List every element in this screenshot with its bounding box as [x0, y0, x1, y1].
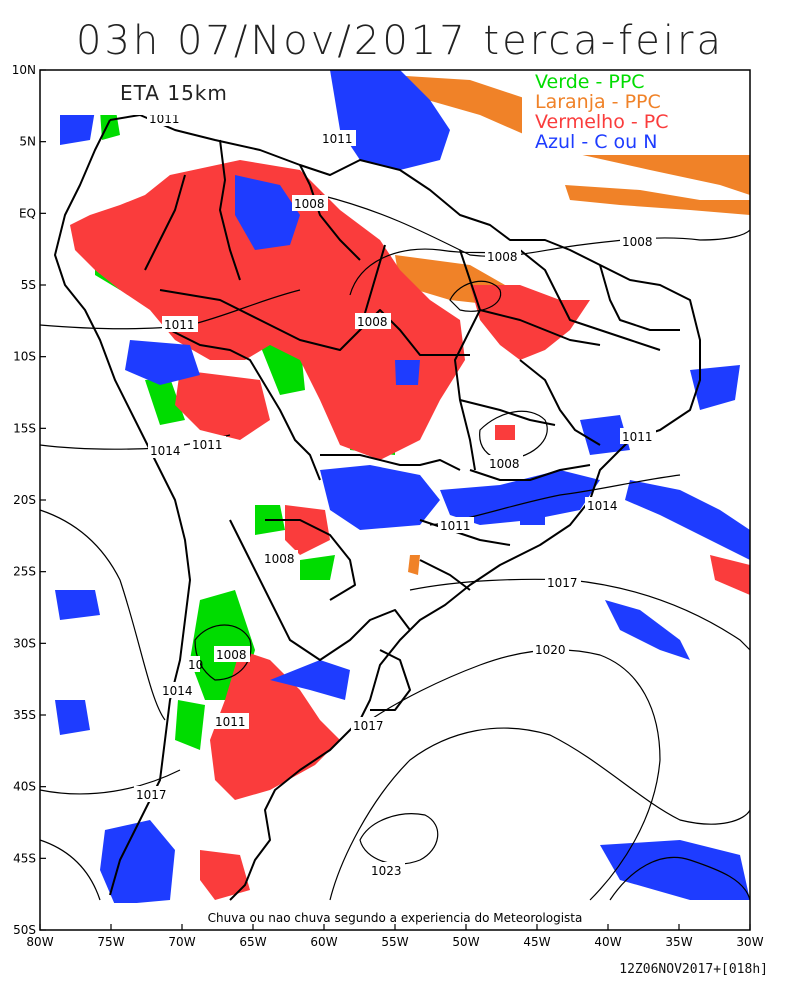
isobar-labels: 1011 1011 1008 1008 1008 1008 1011 1011 … [134, 110, 656, 878]
svg-text:1011: 1011 [440, 519, 471, 533]
svg-text:1014: 1014 [587, 499, 618, 513]
svg-text:10: 10 [188, 658, 203, 672]
legend-item-blue: Azul - C ou N [535, 131, 657, 153]
latitude-label: 20S [13, 493, 36, 507]
svg-text:1017: 1017 [353, 719, 384, 733]
legend-item-orange: Laranja - PPC [535, 91, 661, 113]
latitude-label: 45S [13, 851, 36, 865]
svg-text:1011: 1011 [149, 112, 180, 126]
longitude-label: 75W [97, 935, 124, 949]
latitude-label: 35S [13, 708, 36, 722]
model-label: ETA 15km [120, 81, 228, 105]
red-pc-regions [70, 160, 750, 900]
svg-text:1008: 1008 [357, 315, 388, 329]
legend: Verde - PPC Laranja - PPC Vermelho - PC … [522, 70, 750, 155]
longitude-label: 40W [594, 935, 621, 949]
run-identifier: 12Z06NOV2017+[018h] [619, 962, 768, 977]
political-boundaries [54, 114, 701, 901]
svg-text:1023: 1023 [371, 864, 402, 878]
svg-text:1020: 1020 [535, 643, 566, 657]
caption: Chuva ou nao chuva segundo a experiencia… [208, 911, 583, 925]
longitude-label: 55W [381, 935, 408, 949]
latitude-label: 15S [13, 421, 36, 435]
latitude-label: 5N [19, 135, 36, 149]
latitude-label: 25S [13, 565, 36, 579]
svg-text:1011: 1011 [622, 430, 653, 444]
svg-text:1017: 1017 [547, 576, 578, 590]
longitude-axis: 80W 75W 70W 65W 60W 55W 50W 45W 40W 35W 30W [26, 924, 764, 949]
svg-text:1014: 1014 [150, 444, 181, 458]
latitude-label: EQ [19, 206, 36, 220]
longitude-label: 50W [452, 935, 479, 949]
longitude-label: 70W [168, 935, 195, 949]
svg-text:1008: 1008 [489, 457, 520, 471]
longitude-label: 80W [26, 935, 53, 949]
longitude-label: 65W [239, 935, 266, 949]
model-label-box: ETA 15km [40, 70, 330, 115]
longitude-label: 60W [310, 935, 337, 949]
svg-text:1008: 1008 [622, 235, 653, 249]
latitude-label: 10S [13, 350, 36, 364]
longitude-label: 35W [665, 935, 692, 949]
svg-text:1011: 1011 [322, 132, 353, 146]
latitude-label: 40S [13, 780, 36, 794]
latitude-axis: 10N 5N EQ 5S 10S 15S 20S 25S 30S 35S 40S 45S 50S [12, 63, 46, 937]
latitude-label: 30S [13, 636, 36, 650]
svg-text:1011: 1011 [164, 318, 195, 332]
svg-text:1017: 1017 [136, 788, 167, 802]
svg-text:1008: 1008 [487, 250, 518, 264]
legend-item-red: Vermelho - PC [535, 111, 669, 133]
svg-text:1011: 1011 [192, 438, 223, 452]
svg-text:1014: 1014 [162, 684, 193, 698]
svg-text:1008: 1008 [264, 552, 295, 566]
latitude-label: 50S [13, 923, 36, 937]
map-title: 03h 07/Nov/2017 terca-feira [76, 18, 724, 64]
longitude-label: 30W [736, 935, 763, 949]
latitude-label: 5S [21, 278, 36, 292]
svg-text:1011: 1011 [215, 715, 246, 729]
latitude-label: 10N [12, 63, 36, 77]
blue-cn-regions [55, 70, 750, 905]
svg-text:1008: 1008 [294, 197, 325, 211]
legend-item-green: Verde - PPC [535, 71, 645, 93]
svg-text:1008: 1008 [216, 648, 247, 662]
longitude-label: 45W [523, 935, 550, 949]
